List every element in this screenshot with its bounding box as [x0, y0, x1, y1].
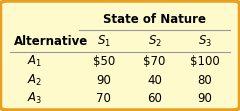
Text: 40: 40 [147, 74, 162, 87]
Text: $A_2$: $A_2$ [27, 73, 42, 88]
Text: $70: $70 [143, 55, 166, 68]
Text: $A_3$: $A_3$ [27, 91, 42, 106]
Text: $A_1$: $A_1$ [27, 54, 42, 69]
Text: $S_2$: $S_2$ [148, 34, 162, 49]
Text: 70: 70 [96, 92, 111, 105]
Text: 60: 60 [147, 92, 162, 105]
Text: 90: 90 [198, 92, 212, 105]
Text: 90: 90 [96, 74, 111, 87]
Text: $100: $100 [190, 55, 220, 68]
Text: State of Nature: State of Nature [103, 13, 206, 26]
Text: $50: $50 [93, 55, 115, 68]
Text: $S_1$: $S_1$ [97, 34, 111, 49]
Text: 80: 80 [198, 74, 212, 87]
Text: Alternative: Alternative [14, 35, 89, 48]
Text: $S_3$: $S_3$ [198, 34, 212, 49]
